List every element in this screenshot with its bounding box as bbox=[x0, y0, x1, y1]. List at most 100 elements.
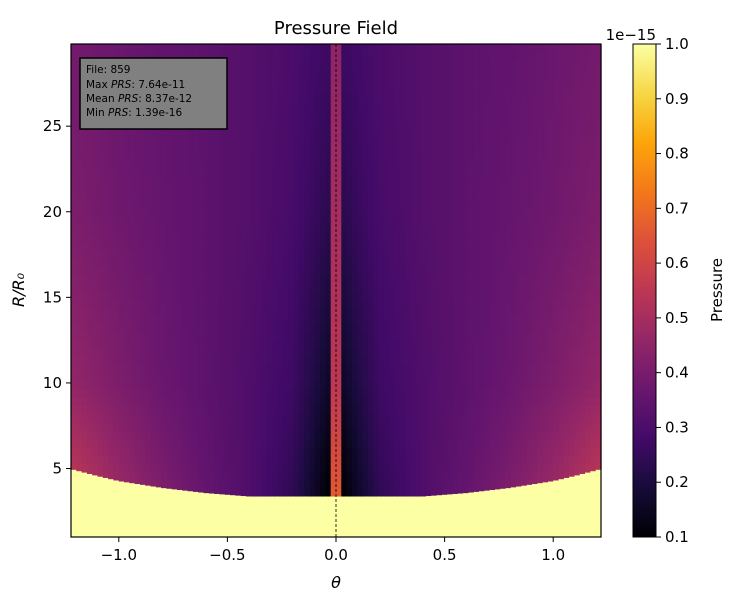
heatmap-cell bbox=[431, 265, 438, 275]
heatmap-cell bbox=[235, 216, 242, 226]
heatmap-cell bbox=[293, 200, 300, 209]
heatmap-cell bbox=[92, 167, 99, 177]
heatmap-cell bbox=[283, 224, 289, 234]
heatmap-cell bbox=[155, 290, 162, 300]
heatmap-cell bbox=[415, 208, 422, 218]
heatmap-cell bbox=[516, 348, 523, 357]
heatmap-cell bbox=[214, 216, 220, 226]
heatmap-cell bbox=[325, 282, 332, 292]
heatmap-cell bbox=[532, 471, 538, 481]
heatmap-cell bbox=[320, 52, 326, 62]
heatmap-cell bbox=[166, 282, 173, 292]
heatmap-cell bbox=[118, 323, 125, 333]
heatmap-cell bbox=[521, 241, 528, 251]
heatmap-cell bbox=[473, 315, 480, 324]
heatmap-cell bbox=[293, 487, 300, 497]
heatmap-cell bbox=[500, 257, 507, 267]
heatmap-cell bbox=[473, 134, 480, 144]
heatmap-cell bbox=[463, 183, 470, 193]
heatmap-cell bbox=[526, 241, 533, 251]
heatmap-cell bbox=[171, 142, 178, 152]
heatmap-cell bbox=[92, 282, 99, 292]
heatmap-cell bbox=[373, 216, 379, 226]
heatmap-cell bbox=[177, 150, 183, 160]
heatmap-cell bbox=[404, 60, 411, 70]
heatmap-cell bbox=[283, 397, 289, 407]
heatmap-cell bbox=[537, 265, 544, 275]
heatmap-cell bbox=[155, 142, 162, 152]
heatmap-cell bbox=[145, 257, 152, 267]
heatmap-cell bbox=[171, 389, 178, 398]
heatmap-cell bbox=[346, 44, 353, 53]
heatmap-cell bbox=[378, 438, 385, 448]
heatmap-cell bbox=[510, 405, 517, 415]
heatmap-cell bbox=[415, 487, 422, 497]
heatmap-cell bbox=[283, 380, 289, 390]
heatmap-cell bbox=[526, 175, 533, 185]
heatmap-cell bbox=[420, 348, 427, 357]
heatmap-cell bbox=[383, 134, 390, 144]
heatmap-cell bbox=[177, 290, 183, 300]
heatmap-cell bbox=[134, 142, 141, 152]
heatmap-cell bbox=[537, 126, 544, 135]
heatmap-cell bbox=[182, 405, 189, 415]
heatmap-cell bbox=[415, 397, 422, 407]
heatmap-cell bbox=[240, 126, 247, 135]
heatmap-cell bbox=[245, 175, 252, 185]
heatmap-cell bbox=[203, 298, 210, 308]
heatmap-cell bbox=[309, 117, 316, 127]
heatmap-cell bbox=[177, 134, 183, 144]
heatmap-cell bbox=[76, 200, 83, 209]
heatmap-cell bbox=[235, 257, 242, 267]
heatmap-cell bbox=[452, 142, 459, 152]
heatmap-cell bbox=[442, 60, 448, 70]
heatmap-cell bbox=[230, 191, 236, 201]
heatmap-cell bbox=[362, 421, 369, 431]
heatmap-cell bbox=[86, 389, 93, 398]
heatmap-cell bbox=[134, 389, 141, 398]
heatmap-cell bbox=[256, 479, 263, 489]
heatmap-cell bbox=[442, 306, 448, 316]
heatmap-cell bbox=[92, 142, 99, 152]
heatmap-cell bbox=[468, 274, 475, 283]
heatmap-cell bbox=[113, 413, 120, 423]
heatmap-cell bbox=[431, 93, 438, 103]
heatmap-cell bbox=[219, 224, 226, 234]
heatmap-cell bbox=[367, 101, 374, 111]
heatmap-cell bbox=[118, 397, 125, 407]
heatmap-cell bbox=[139, 232, 146, 242]
heatmap-cell bbox=[537, 101, 544, 111]
heatmap-cell bbox=[484, 315, 491, 324]
heatmap-cell bbox=[198, 405, 205, 415]
heatmap-cell bbox=[267, 126, 273, 135]
heatmap-cell bbox=[267, 298, 273, 308]
heatmap-cell bbox=[171, 487, 178, 490]
heatmap-cell bbox=[182, 232, 189, 242]
heatmap-cell bbox=[468, 413, 475, 423]
heatmap-cell bbox=[447, 126, 454, 135]
heatmap-cell bbox=[457, 76, 464, 86]
heatmap-cell bbox=[267, 200, 273, 209]
heatmap-cell bbox=[97, 348, 104, 357]
heatmap-inner-region bbox=[394, 495, 401, 537]
heatmap-cell bbox=[203, 348, 210, 357]
heatmap-cell bbox=[357, 454, 364, 464]
heatmap-cell bbox=[267, 364, 273, 374]
heatmap-cell bbox=[208, 241, 215, 251]
heatmap-cell bbox=[230, 265, 236, 275]
heatmap-cell bbox=[102, 150, 109, 160]
heatmap-cell bbox=[526, 60, 533, 70]
heatmap-cell bbox=[320, 117, 326, 127]
heatmap-cell bbox=[452, 52, 459, 62]
heatmap-cell bbox=[489, 372, 496, 382]
heatmap-cell bbox=[457, 306, 464, 316]
heatmap-cell bbox=[479, 117, 485, 127]
heatmap-cell bbox=[124, 232, 130, 242]
heatmap-cell bbox=[457, 232, 464, 242]
heatmap-cell bbox=[240, 208, 247, 218]
heatmap-cell bbox=[447, 298, 454, 308]
heatmap-cell bbox=[532, 134, 538, 144]
heatmap-cell bbox=[325, 397, 332, 407]
heatmap-cell bbox=[76, 339, 83, 349]
heatmap-cell bbox=[240, 224, 247, 234]
